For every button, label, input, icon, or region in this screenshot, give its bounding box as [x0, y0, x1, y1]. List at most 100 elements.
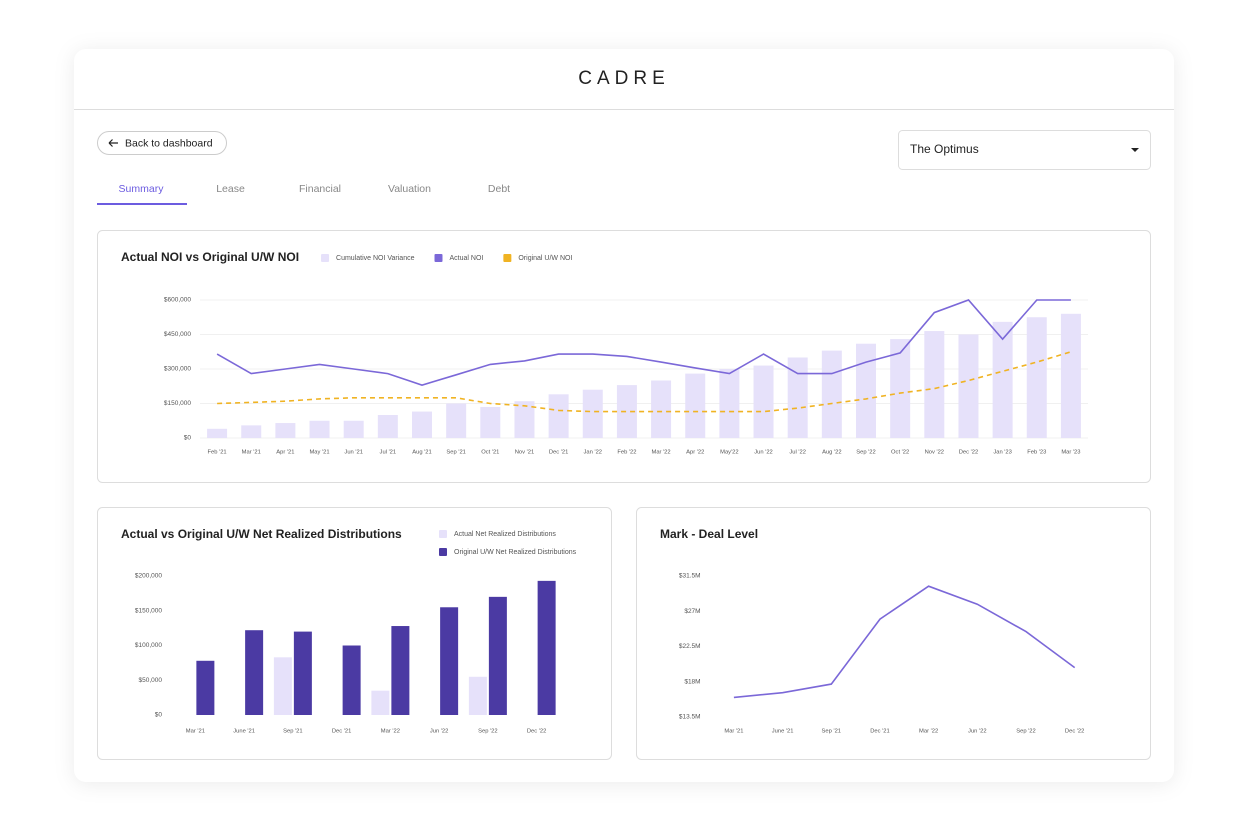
x-tick-label: Jan '22: [584, 450, 603, 456]
x-tick-label: Sep '22: [856, 450, 875, 456]
x-tick-label: Mar '21: [242, 450, 261, 456]
x-tick-label: Dec '21: [332, 729, 351, 735]
x-tick-label: June '21: [772, 729, 794, 735]
x-tick-label: Jun '21: [344, 450, 363, 456]
bar: [273, 657, 292, 715]
bar: [958, 334, 979, 438]
back-button-frame[interactable]: [97, 131, 227, 155]
x-tick-label: Dec '22: [1065, 729, 1084, 735]
select-frame[interactable]: [898, 130, 1151, 170]
bar: [343, 420, 364, 438]
x-tick-label: Sep '22: [478, 729, 497, 735]
x-tick-label: Dec '21: [549, 450, 568, 456]
legend-swatch: [434, 254, 443, 262]
bar: [241, 425, 262, 438]
y-tick-label: $450,000: [164, 331, 191, 338]
bar: [787, 357, 808, 438]
y-tick-label: $150,000: [135, 607, 162, 614]
bar: [412, 411, 432, 438]
x-tick-label: Nov '21: [515, 450, 534, 456]
tab[interactable]: Summary: [119, 183, 165, 195]
x-tick-label: Apr '22: [686, 450, 704, 456]
x-tick-label: Jul '22: [789, 450, 806, 456]
y-tick-label: $0: [155, 712, 163, 719]
y-tick-label: $50,000: [139, 677, 163, 684]
x-tick-label: Jul '21: [380, 450, 397, 456]
x-tick-label: Nov '22: [925, 450, 944, 456]
x-tick-label: Dec '22: [959, 450, 978, 456]
line: [733, 585, 1076, 699]
bar: [856, 343, 876, 438]
chart-title: Actual vs Original U/W Net Realized Dist…: [121, 527, 402, 541]
bar: [391, 626, 410, 715]
tab[interactable]: Lease: [216, 183, 245, 195]
x-tick-label: Mar '22: [381, 729, 400, 735]
x-tick-label: Mar '22: [651, 450, 670, 456]
bar: [514, 401, 535, 438]
x-tick-label: Feb '23: [1027, 450, 1046, 456]
x-tick-label: Sep '21: [446, 450, 465, 456]
y-tick-label: $18M: [684, 678, 700, 685]
legend-label: Original U/W Net Realized Distributions: [454, 549, 577, 556]
bar: [468, 676, 487, 715]
y-tick-label: $0: [184, 435, 192, 442]
bar: [616, 385, 637, 438]
select-value[interactable]: The Optimus: [910, 142, 979, 156]
panel: [97, 507, 612, 760]
bar: [548, 394, 569, 438]
x-tick-label: Dec '22: [527, 729, 546, 735]
x-tick-label: Mar '22: [919, 729, 938, 735]
y-tick-label: $300,000: [164, 366, 191, 373]
y-tick-label: $600,000: [164, 297, 191, 304]
tab[interactable]: Debt: [488, 183, 510, 195]
bar: [582, 389, 603, 438]
x-tick-label: Mar '23: [1061, 450, 1080, 456]
bar: [1060, 313, 1081, 438]
bar: [651, 380, 672, 438]
tab[interactable]: Financial: [299, 183, 341, 195]
bar: [753, 365, 774, 438]
bar: [821, 350, 842, 438]
arrow-icon: [108, 139, 118, 147]
legend-swatch: [503, 254, 512, 262]
chart-title: Actual NOI vs Original U/W NOI: [121, 250, 299, 264]
bar: [440, 607, 459, 715]
bar: [377, 415, 398, 438]
x-tick-label: Oct '21: [481, 450, 499, 456]
chart-title: Mark - Deal Level: [660, 527, 758, 541]
back-button[interactable]: Back to dashboard: [97, 131, 227, 155]
x-tick-label: Oct '22: [891, 450, 909, 456]
y-tick-label: $27M: [684, 608, 700, 615]
x-tick-label: Aug '21: [412, 450, 431, 456]
line: [216, 299, 1071, 386]
bar: [207, 428, 228, 438]
bar: [342, 645, 361, 715]
bar: [446, 403, 467, 438]
x-tick-label: Aug '22: [822, 450, 841, 456]
x-tick-label: Mar '21: [724, 729, 743, 735]
x-tick-label: Jun '22: [968, 729, 987, 735]
y-tick-label: $150,000: [164, 400, 191, 407]
y-tick-label: $13.5M: [679, 714, 701, 721]
legend-swatch: [321, 254, 330, 262]
tab-underline: [97, 203, 187, 205]
y-tick-label: $31.5M: [679, 573, 701, 580]
x-tick-label: May'22: [720, 450, 739, 456]
line: [217, 351, 1072, 413]
logo: CADRE: [578, 68, 670, 89]
bar: [719, 369, 740, 438]
bar: [890, 339, 911, 438]
tab[interactable]: Valuation: [388, 183, 431, 195]
x-tick-label: Dec '21: [870, 729, 889, 735]
x-tick-label: Jun '22: [430, 729, 449, 735]
x-tick-label: June '21: [233, 729, 255, 735]
legend-swatch: [439, 530, 447, 538]
property-select[interactable]: The Optimus: [898, 130, 1151, 170]
caret-icon: [1131, 148, 1139, 152]
back-button-label[interactable]: Back to dashboard: [125, 137, 213, 149]
bar: [245, 630, 264, 715]
bar: [275, 423, 296, 438]
legend-swatch: [439, 548, 447, 556]
y-tick-label: $100,000: [135, 642, 162, 649]
